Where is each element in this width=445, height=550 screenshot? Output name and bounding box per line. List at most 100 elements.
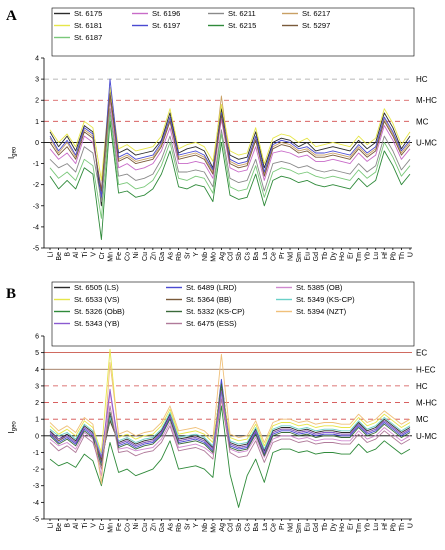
y-tick-label: 0 <box>35 140 39 147</box>
legend-label: St. 5332 (KS-CP) <box>186 307 245 316</box>
legend-item: St. 6215 <box>208 21 256 30</box>
y-tick-label: 2 <box>35 400 39 407</box>
level-label: HC <box>416 75 428 84</box>
level-label: MC <box>416 415 429 424</box>
x-tick-label: Be <box>56 523 63 532</box>
y-tick-label: -5 <box>33 517 39 524</box>
y-tick-label: 1 <box>35 417 39 424</box>
x-tick-label: Ho <box>339 523 346 532</box>
legend-item: St. 6175 <box>54 9 102 18</box>
x-tick-label: Zn <box>150 252 157 260</box>
series-line <box>49 388 411 458</box>
x-tick-label: Hf <box>382 523 389 530</box>
y-tick-label: -2 <box>33 467 39 474</box>
legend-label: St. 5364 (BB) <box>186 295 232 304</box>
x-tick-label: Mo <box>210 523 217 533</box>
x-tick-label: Y <box>193 523 200 528</box>
x-tick-label: Sr <box>185 251 192 259</box>
y-tick-label: -1 <box>33 161 39 168</box>
x-tick-label: Cd <box>228 252 235 261</box>
series-line <box>49 348 411 453</box>
x-tick-label: Al <box>73 523 80 530</box>
series-line <box>49 120 411 241</box>
legend-label: St. 5394 (NZT) <box>296 307 347 316</box>
x-tick-label: Sb <box>236 252 243 261</box>
panel-b: B St. 6505 (LS) St. 6489 (LRD) St. 5385 (OB… <box>6 281 437 534</box>
series-line <box>49 108 411 203</box>
panel-a: A St. 6175 St. 6196 St. 6211 St. 6217 St. 618… <box>6 7 437 263</box>
legend-item: St. 6505 (LS) <box>54 283 119 292</box>
x-tick-label: Li <box>48 523 55 529</box>
x-tick-label: Ag <box>219 252 226 261</box>
x-tick-label: Tm <box>356 523 363 533</box>
x-tick-label: As <box>168 523 175 532</box>
legend-label: St. 5326 (ObB) <box>74 307 125 316</box>
x-tick-label: Gd <box>313 252 320 261</box>
x-tick-label: Rb <box>176 523 183 532</box>
x-tick-label: Eu <box>305 523 312 532</box>
y-tick-label: 1 <box>35 119 39 126</box>
x-tick-label: Hf <box>382 252 389 259</box>
x-tick-label: Ce <box>270 523 277 532</box>
x-tick-label: Co <box>125 523 132 532</box>
x-tick-label: Nd <box>288 523 295 532</box>
x-tick-label: Sm <box>296 523 303 534</box>
level-label: EC <box>416 349 427 358</box>
x-tick-label: Yb <box>365 523 372 532</box>
series-line <box>49 93 411 192</box>
x-tick-label: Cd <box>228 523 235 532</box>
x-tick-label: Dy <box>330 252 337 261</box>
legend-item: St. 6211 <box>208 9 256 18</box>
x-tick-label: Pr <box>279 251 286 259</box>
x-tick-label: Mn <box>108 523 115 533</box>
legend-item: St. 6217 <box>282 9 330 18</box>
x-tick-label: Ag <box>219 523 226 532</box>
x-tick-label: Tm <box>356 252 363 262</box>
legend-item: St. 6489 (LRD) <box>166 283 237 292</box>
legend-label: St. 6181 <box>74 21 102 30</box>
x-tick-label: Pb <box>390 252 397 261</box>
y-tick-label: -5 <box>33 246 39 253</box>
legend-label: St. 6175 <box>74 9 102 18</box>
x-tick-label: Ga <box>159 523 166 532</box>
level-label: H-EC <box>416 365 436 374</box>
x-tick-label: Nd <box>288 252 295 261</box>
x-tick-label: Ce <box>270 252 277 261</box>
x-tick-label: Th <box>399 252 406 260</box>
series-line <box>49 114 411 219</box>
y-tick-label: 3 <box>35 77 39 84</box>
x-tick-label: La <box>262 252 269 260</box>
x-tick-label: Sr <box>185 522 192 530</box>
y-tick-label: 6 <box>35 334 39 341</box>
x-tick-label: Ba <box>253 523 260 532</box>
x-tick-label: Tb <box>322 523 329 531</box>
x-tick-label: Sm <box>296 252 303 263</box>
y-tick-label: -1 <box>33 450 39 457</box>
y-tick-label: -4 <box>33 224 39 231</box>
x-tick-label: Ba <box>253 252 260 261</box>
level-label: M-HC <box>416 96 437 105</box>
legend-item: St. 5297 <box>282 21 330 30</box>
x-tick-label: Er <box>348 251 355 259</box>
series-line <box>49 353 411 485</box>
x-tick-label: Fe <box>116 523 123 531</box>
x-tick-label: Ni <box>133 252 140 259</box>
series-line <box>49 405 411 508</box>
x-tick-label: Th <box>399 523 406 531</box>
series-line <box>49 398 411 470</box>
x-tick-label: Ti <box>82 252 89 258</box>
legend-label: St. 6197 <box>152 21 180 30</box>
x-tick-label: Mo <box>210 252 217 262</box>
x-tick-label: Sb <box>236 523 243 532</box>
x-tick-label: Cu <box>142 252 149 261</box>
x-tick-label: Cr <box>99 251 106 259</box>
x-tick-label: Zn <box>150 523 157 531</box>
x-tick-label: B <box>65 252 72 257</box>
level-label: HC <box>416 382 428 391</box>
legend-item: St. 6533 (VS) <box>54 295 120 304</box>
x-tick-label: Ti <box>82 523 89 529</box>
x-tick-label: Cu <box>142 523 149 532</box>
legend-label: St. 6489 (LRD) <box>186 283 237 292</box>
x-tick-label: As <box>168 252 175 261</box>
legend-label: St. 6215 <box>228 21 256 30</box>
